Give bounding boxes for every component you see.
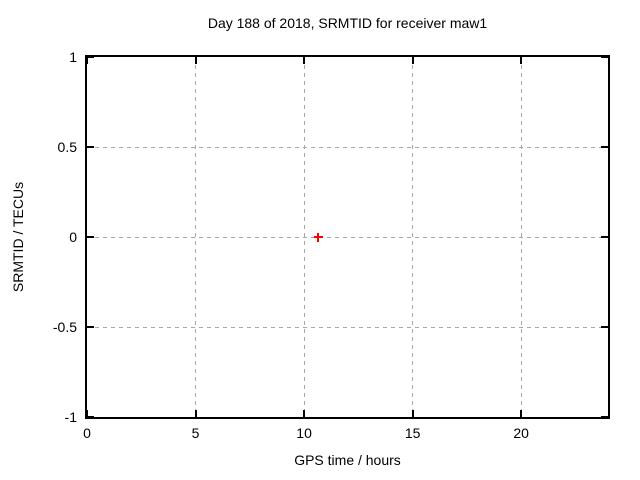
x-tick-bottom — [194, 410, 197, 417]
gridline-horizontal — [87, 326, 608, 328]
y-tick-label: 0.5 — [57, 139, 77, 155]
y-tick-left — [87, 326, 94, 328]
y-tick-right — [601, 326, 608, 328]
x-tick-label: 15 — [404, 425, 421, 441]
x-tick-top — [520, 57, 523, 64]
y-tick-right — [601, 56, 608, 58]
x-tick-top — [303, 57, 306, 64]
x-tick-bottom — [520, 410, 523, 417]
x-tick-top — [194, 57, 197, 64]
y-tick-left — [87, 56, 94, 58]
chart-title: Day 188 of 2018, SRMTID for receiver maw… — [207, 15, 488, 31]
y-tick-label: -1 — [64, 409, 77, 425]
x-tick-top — [86, 57, 88, 64]
y-tick-left — [87, 146, 94, 148]
y-tick-label: 1 — [69, 49, 77, 65]
y-tick-right — [601, 146, 608, 148]
data-point-marker — [317, 232, 320, 242]
x-tick-top — [411, 57, 414, 64]
y-tick-right — [601, 236, 608, 238]
x-tick-bottom — [411, 410, 414, 417]
x-tick-label: 0 — [83, 425, 91, 441]
plot-area — [85, 55, 610, 419]
y-tick-right — [601, 416, 608, 418]
y-tick-label: 0 — [69, 229, 77, 245]
gridline-horizontal — [87, 146, 608, 148]
x-tick-bottom — [86, 410, 88, 417]
x-axis-label: GPS time / hours — [294, 452, 401, 468]
gridline-horizontal — [87, 236, 608, 238]
x-tick-label: 10 — [296, 425, 312, 441]
x-tick-bottom — [303, 410, 306, 417]
y-tick-left — [87, 236, 94, 238]
y-tick-left — [87, 416, 94, 418]
y-tick-label: -0.5 — [52, 319, 77, 335]
x-tick-label: 20 — [513, 425, 529, 441]
x-tick-label: 5 — [191, 425, 200, 441]
